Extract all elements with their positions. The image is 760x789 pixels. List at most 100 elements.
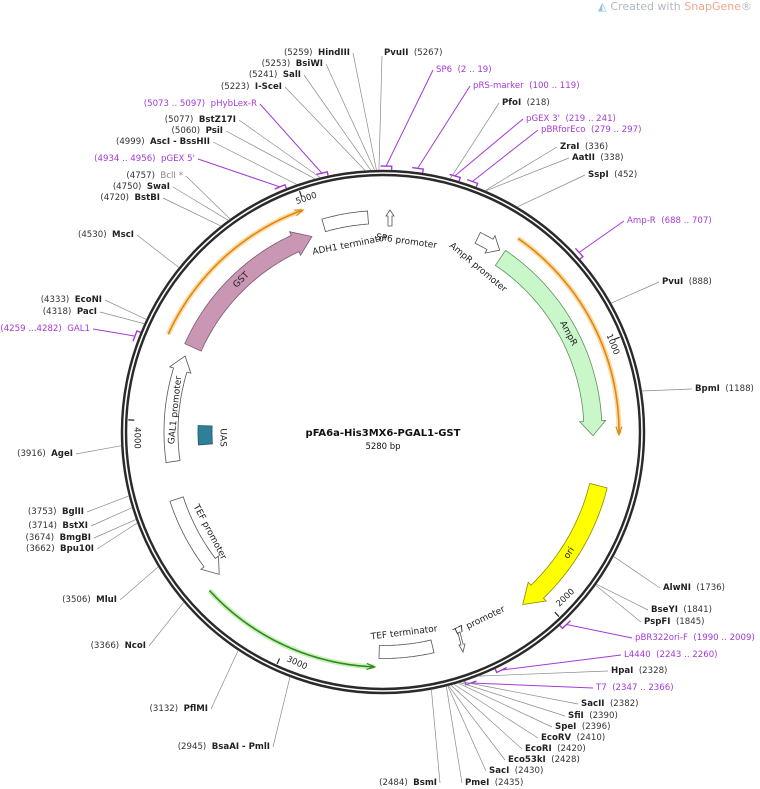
site-label: L4440 (2243 .. 2260) [624,650,718,660]
site-name: PsiI [206,126,223,136]
green-arc [208,589,375,668]
site-name: MluI [96,595,117,605]
site-leader-line [92,328,135,337]
site-alwni: AlwNI (1736) [613,556,725,593]
site-label: (4333) EcoNI [41,295,102,305]
site-leader-line [385,69,434,167]
site-name: PvuI [662,277,683,287]
site-position: (4999) [116,137,145,147]
site-name: ZraI [560,142,579,152]
site-leader-line [96,522,138,550]
site-leader-line [86,495,130,513]
site-name: BpmI [695,384,720,394]
site-position: (3674) [26,533,55,543]
site-position: (3753) [28,507,57,517]
site-position: (2430) [515,766,544,776]
tick-label: 5000 [295,191,319,208]
site-label: (5073 .. 5097) pHybLex-R [144,99,257,109]
primer-binding-mark [466,178,479,188]
gal1-promoter-feature [163,355,192,463]
site-position: (2396) [582,722,611,732]
site-name: SP6 [436,65,452,75]
site-position: (2420) [557,744,586,754]
site-leader-line [472,129,539,182]
site-position: (219 .. 241) [565,114,615,124]
site-i-scei: (5223) I-SceI [221,82,366,171]
orange-arc-left [167,209,303,335]
site-leader-line [417,85,471,169]
site-ecori: EcoRI (2420) [450,684,586,754]
site-bpmi: BpmI (1188) [641,384,754,394]
site-position: (5077) [165,115,194,125]
site-name: BstBI [134,193,160,203]
site-position: (1736) [696,583,725,593]
site-pgex-5-: (4934 .. 4956) pGEX 5' [94,154,288,190]
site-position: (5259) [284,48,313,58]
site-label: (3753) BglII [28,507,84,517]
site-gal1: (4259 ...4282) GAL1 [0,324,141,342]
site-position: (3132) [150,704,179,714]
snapgene-credit: ◭ Created with SnapGene® [598,0,752,13]
site-label: (5241) SalI [249,70,301,80]
adh1-terminator-feature [321,210,369,233]
site-swai: (4750) SwaI [113,182,229,221]
snapgene-logo-icon: ◭ [597,0,607,13]
site-label: (5223) I-SceI [221,82,282,92]
sp6-promoter-feature [385,209,395,227]
site-position: (338) [600,153,623,163]
site-msci: (4530) MscI [78,230,180,268]
site-pmei: PmeI (2435) [445,686,523,788]
site-position: (4333) [41,295,70,305]
site-leader-line [566,624,633,639]
site-label: EcoRV (2410) [541,733,605,743]
site-label: (4318) PacI [43,307,97,317]
site-position: (5241) [249,70,278,80]
site-spei: SpeI (2396) [457,682,611,732]
site-leader-line [450,684,523,750]
tef-terminator-feature [378,639,435,659]
site-name: pRS-marker [473,81,524,91]
site-label: ZraI (336) [560,142,608,152]
site-leader-line [197,158,280,188]
site-leader-line [478,670,609,677]
site-agei: (3916) AgeI [17,445,122,459]
site-label: (4259 ...4282) GAL1 [0,324,90,334]
site-position: (888) [689,277,712,287]
site-label: BpmI (1188) [695,384,754,394]
site-name: SpeI [555,722,576,732]
site-label: SP6 (2 .. 19) [436,65,492,75]
site-name: AlwNI [663,583,691,593]
site-position: (2328) [639,666,668,676]
site-label: PfoI (218) [502,98,550,108]
site-leader-line [447,685,487,772]
site-amp-r: Amp-R (688 .. 707) [574,216,712,260]
site-bpu10i: (3662) Bpu10I [26,522,138,554]
site-position: (218) [527,98,550,108]
site-position: (4750) [113,182,142,192]
site-leader-line [185,175,231,220]
site-leader-line [462,681,579,705]
site-label: AlwNI (1736) [663,583,725,593]
site-name: BmgBI [60,533,91,543]
site-leader-line [449,102,500,179]
primer-binding-mark [316,171,329,176]
site-leader-line [172,186,229,221]
site-label: (5060) PsiI [172,126,223,136]
site-pbr322ori-f: pBR322ori-F (1990 .. 2009) [559,620,755,643]
t7-promoter-feature [457,631,466,654]
site-sp6: SP6 (2 .. 19) [380,65,492,171]
site-sacii: SacII (2382) [462,681,639,709]
site-name: MscI [112,230,134,240]
site-label: pBR322ori-F (1990 .. 2009) [635,633,755,643]
site-name: Eco53kI [508,755,546,765]
site-label: (2484) BsmI [379,778,437,788]
site-label: (4999) AscI - BssHII [116,137,210,147]
site-bmgbi: (3674) BmgBI [26,519,137,543]
site-asci-bsshii: (4999) AscI - BssHII [116,137,298,185]
site-name: BseYI [651,605,678,615]
site-name: AscI - BssHII [150,137,210,147]
site-position: (1841) [683,605,712,615]
site-name: EcoNI [75,295,102,305]
site-leader-line [471,682,594,689]
site-position: (2428) [551,755,580,765]
